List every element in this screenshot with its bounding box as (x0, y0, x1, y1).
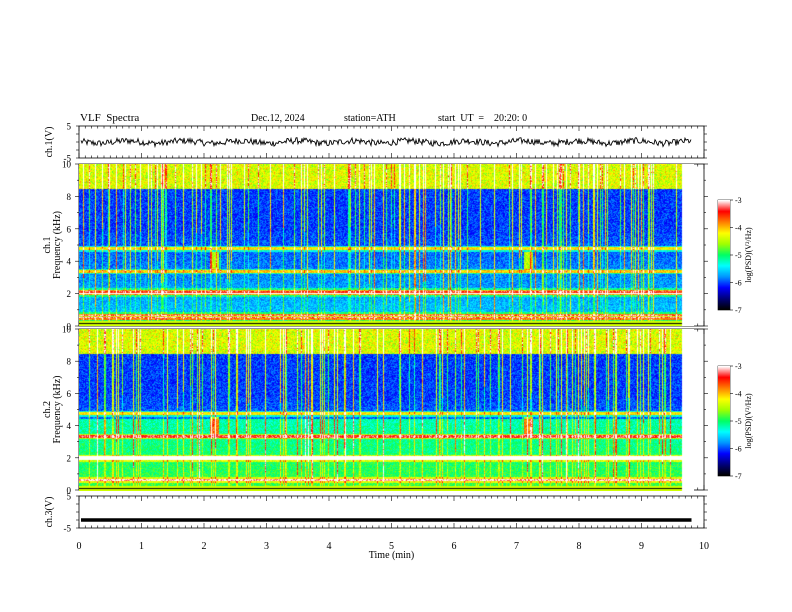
y-tick-label: 10 (62, 160, 72, 170)
colorbar-tick-label: -7 (735, 306, 742, 315)
chart-title: VLF Spectra (80, 112, 140, 124)
y-axis-label: Frequency (kHz) (52, 375, 63, 443)
colorbar-tick-label: -3 (735, 196, 742, 205)
y-tick-label: 6 (67, 389, 72, 399)
colorbar-tick-label: -3 (735, 362, 742, 371)
y-axis-label: ch.3(V) (44, 497, 55, 528)
y-axis-label: Frequency (kHz) (52, 211, 63, 279)
station-label: station=ATH (344, 113, 396, 124)
y-tick-label: 4 (67, 421, 72, 431)
y-tick-label: -5 (64, 154, 72, 164)
y-tick-label: 6 (67, 224, 72, 234)
y-tick-label: -5 (64, 524, 72, 534)
colorbar-tick-label: -5 (735, 417, 742, 426)
y-tick-label: 2 (67, 289, 72, 299)
colorbar-label: log(PSD)(V²/Hz) (744, 227, 753, 283)
colorbar-tick-label: -6 (735, 445, 742, 454)
x-tick-label: 4 (327, 541, 332, 552)
y-tick-label: 5 (67, 492, 72, 502)
x-tick-label: 5 (389, 541, 394, 552)
ch1-colorbar (718, 200, 730, 310)
y-axis-label: ch.2 (42, 401, 53, 418)
y-tick-label: 4 (67, 257, 72, 267)
x-tick-label: 3 (264, 541, 269, 552)
colorbar-tick-label: -5 (735, 251, 742, 260)
y-tick-label: 0 (67, 322, 72, 332)
y-axis-label: ch.1 (42, 237, 53, 254)
x-tick-label: 9 (639, 541, 644, 552)
start-time-label: start UT = 20:20: 0 (438, 113, 528, 124)
y-tick-label: 10 (62, 325, 72, 335)
x-tick-label: 2 (202, 541, 207, 552)
ch1-waveform-trace (80, 136, 692, 149)
colorbar-tick-label: -4 (735, 224, 742, 233)
x-tick-label: 1 (139, 541, 144, 552)
y-tick-label: 8 (67, 357, 72, 367)
x-axis-label: Time (min) (369, 550, 414, 561)
ch2-spectrogram (79, 329, 694, 491)
y-tick-label: 8 (67, 192, 72, 202)
y-tick-label: 5 (67, 122, 72, 132)
ch2-colorbar (718, 366, 730, 476)
colorbar-tick-label: -4 (735, 390, 742, 399)
colorbar-tick-label: -7 (735, 472, 742, 481)
ch1-spectrogram (79, 164, 694, 326)
colorbar-tick-label: -6 (735, 279, 742, 288)
y-axis-label: ch.1(V) (44, 127, 55, 158)
x-tick-label: 6 (452, 541, 457, 552)
x-tick-label: 7 (514, 541, 519, 552)
y-tick-label: 0 (67, 486, 72, 496)
date-label: Dec.12, 2024 (251, 113, 305, 124)
x-tick-label: 10 (699, 541, 709, 552)
x-tick-label: 0 (77, 541, 82, 552)
x-tick-label: 8 (577, 541, 582, 552)
y-tick-label: 2 (67, 453, 72, 463)
colorbar-label: log(PSD)(V²/Hz) (744, 393, 753, 449)
